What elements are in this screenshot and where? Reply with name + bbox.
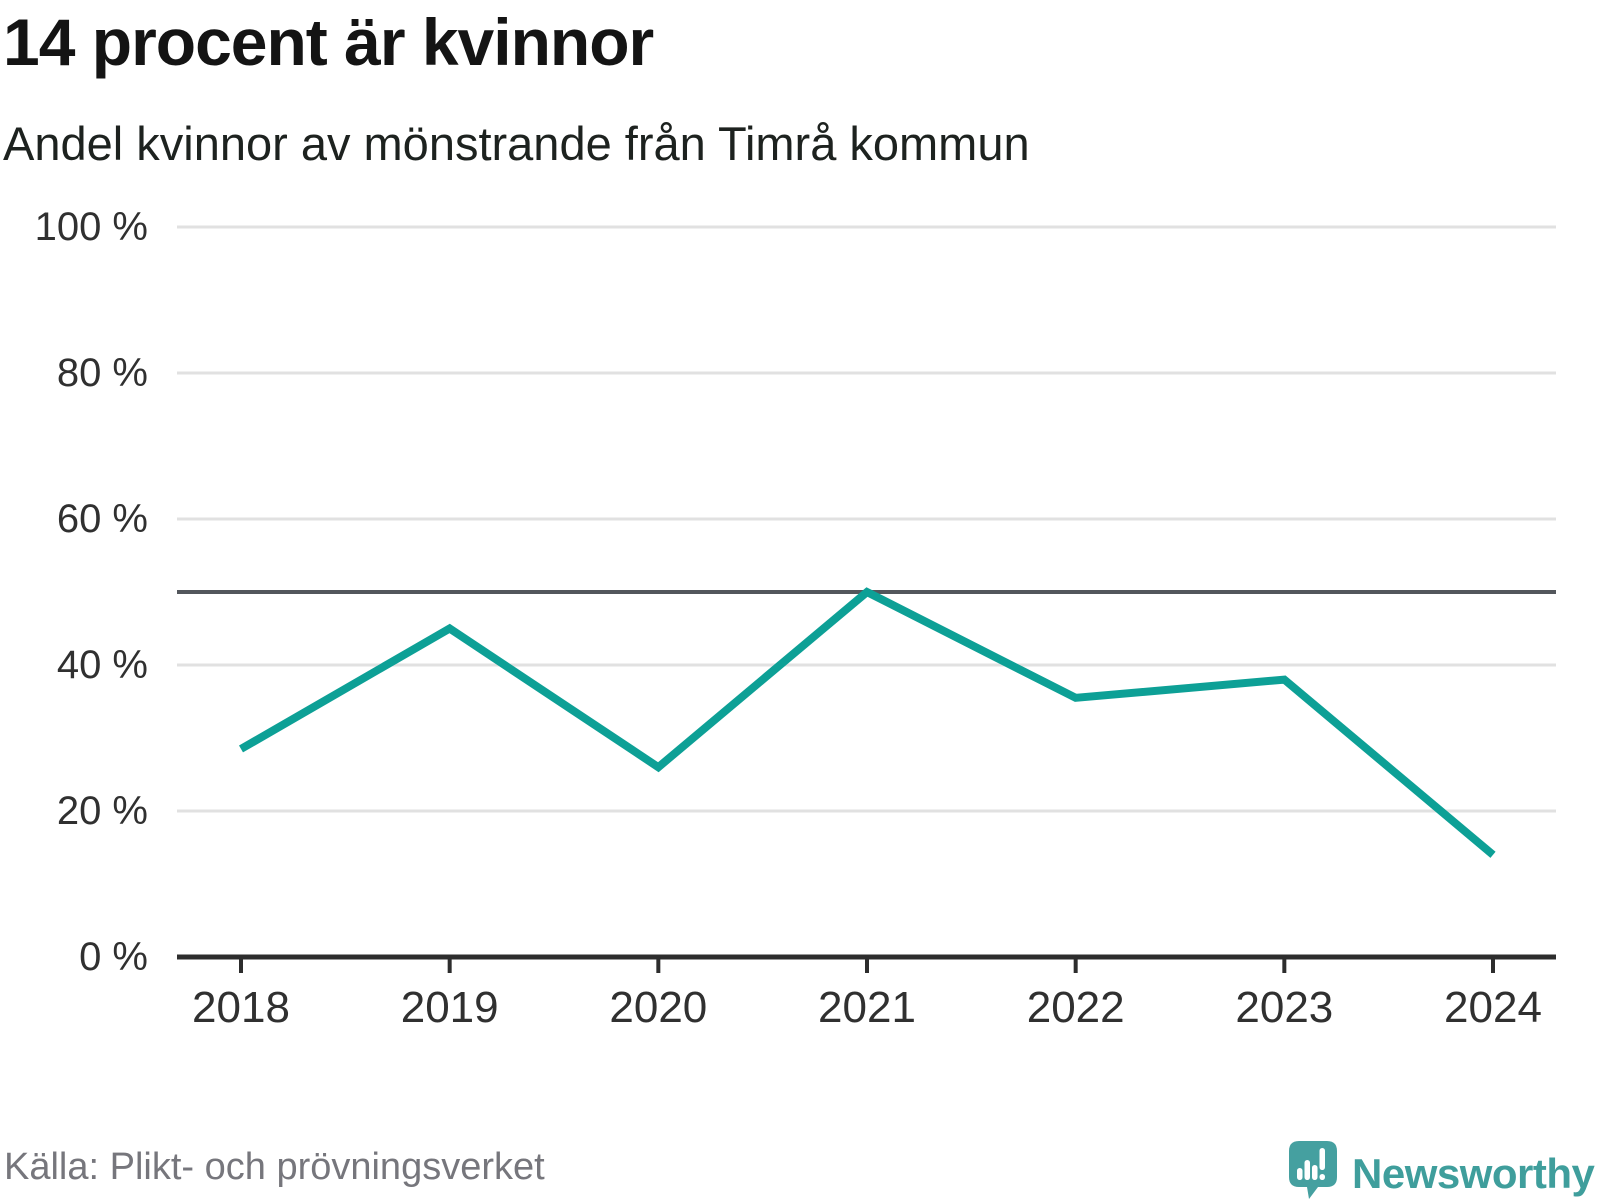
y-tick-label: 0 % bbox=[79, 935, 148, 979]
x-tick-label: 2020 bbox=[609, 983, 707, 1032]
x-tick-label: 2023 bbox=[1235, 983, 1333, 1032]
x-tick-label: 2018 bbox=[192, 983, 290, 1032]
source-note: Källa: Plikt- och prövningsverket bbox=[4, 1146, 545, 1188]
x-tick-label: 2024 bbox=[1444, 983, 1542, 1032]
newsworthy-icon bbox=[1289, 1141, 1337, 1199]
y-tick-label: 80 % bbox=[57, 351, 148, 395]
y-tick-label: 60 % bbox=[57, 497, 148, 541]
x-tick-label: 2021 bbox=[818, 983, 916, 1032]
y-tick-label: 100 % bbox=[35, 205, 148, 249]
newsworthy-wordmark: Newsworthy bbox=[1352, 1150, 1595, 1197]
x-tick-label: 2019 bbox=[401, 983, 499, 1032]
x-tick-label: 2022 bbox=[1027, 983, 1125, 1032]
y-tick-label: 40 % bbox=[57, 643, 148, 687]
chart-subtitle: Andel kvinnor av mönstrande från Timrå k… bbox=[3, 117, 1030, 170]
data-line bbox=[239, 587, 1496, 858]
y-tick-label: 20 % bbox=[57, 789, 148, 833]
chart-title: 14 procent är kvinnor bbox=[3, 5, 654, 79]
